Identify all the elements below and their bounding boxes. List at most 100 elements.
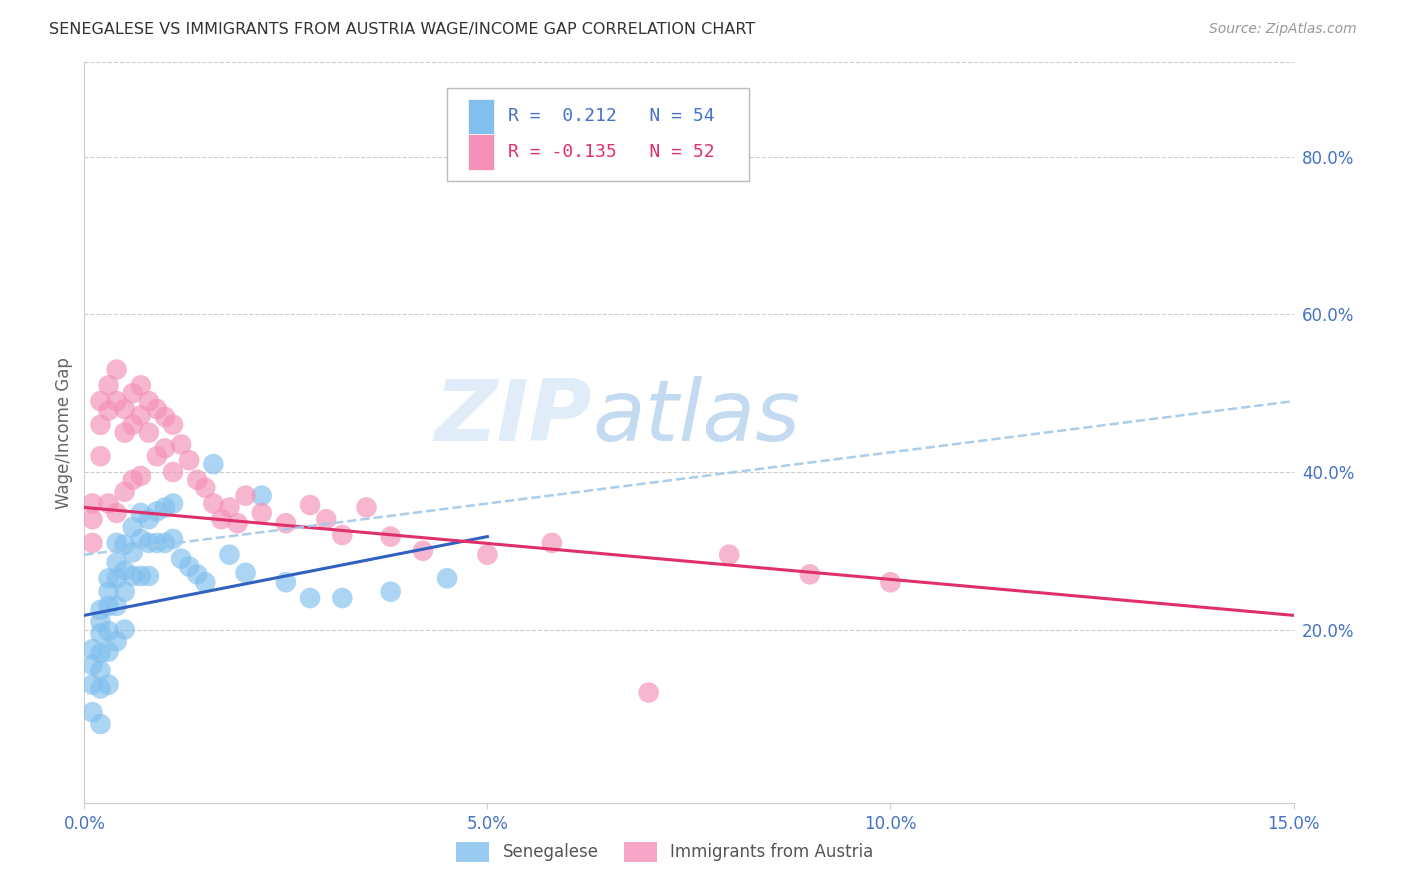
- Point: [114, 484, 136, 499]
- Point: [162, 532, 184, 546]
- Point: [356, 500, 378, 515]
- Point: [82, 642, 104, 657]
- Point: [105, 599, 128, 613]
- Point: [129, 378, 152, 392]
- Point: [114, 402, 136, 417]
- Point: [274, 516, 297, 531]
- Point: [97, 644, 120, 658]
- Point: [114, 425, 136, 440]
- Point: [250, 506, 273, 520]
- Point: [97, 599, 120, 613]
- Point: [477, 548, 499, 562]
- Point: [879, 575, 901, 590]
- Text: R =  0.212   N = 54: R = 0.212 N = 54: [508, 108, 714, 126]
- Point: [235, 566, 257, 580]
- Point: [129, 506, 152, 520]
- Point: [89, 646, 111, 660]
- Point: [179, 453, 201, 467]
- Point: [105, 556, 128, 570]
- Legend: Senegalese, Immigrants from Austria: Senegalese, Immigrants from Austria: [450, 835, 880, 869]
- Point: [121, 417, 143, 432]
- Point: [138, 512, 160, 526]
- Point: [138, 425, 160, 440]
- Point: [218, 500, 240, 515]
- Point: [138, 569, 160, 583]
- Point: [330, 591, 353, 605]
- Point: [250, 489, 273, 503]
- Point: [138, 536, 160, 550]
- Point: [146, 402, 169, 417]
- Point: [299, 498, 322, 512]
- Point: [129, 409, 152, 423]
- Point: [114, 537, 136, 551]
- Point: [162, 496, 184, 510]
- Text: R = -0.135   N = 52: R = -0.135 N = 52: [508, 143, 714, 161]
- Point: [89, 417, 111, 432]
- Point: [235, 489, 257, 503]
- Point: [299, 591, 322, 605]
- Text: SENEGALESE VS IMMIGRANTS FROM AUSTRIA WAGE/INCOME GAP CORRELATION CHART: SENEGALESE VS IMMIGRANTS FROM AUSTRIA WA…: [49, 22, 755, 37]
- Point: [114, 584, 136, 599]
- Point: [105, 362, 128, 376]
- Point: [186, 567, 208, 582]
- Point: [105, 536, 128, 550]
- Point: [209, 512, 232, 526]
- Point: [412, 543, 434, 558]
- Point: [89, 717, 111, 731]
- Point: [82, 512, 104, 526]
- Point: [226, 516, 249, 531]
- Point: [718, 548, 741, 562]
- Point: [114, 564, 136, 578]
- Text: Source: ZipAtlas.com: Source: ZipAtlas.com: [1209, 22, 1357, 37]
- Text: ZIP: ZIP: [434, 376, 592, 459]
- Point: [89, 615, 111, 629]
- Point: [153, 500, 176, 515]
- Point: [179, 559, 201, 574]
- Bar: [468, 99, 495, 135]
- Point: [97, 624, 120, 639]
- Point: [121, 520, 143, 534]
- Point: [97, 378, 120, 392]
- FancyBboxPatch shape: [447, 88, 749, 181]
- Point: [97, 584, 120, 599]
- Point: [89, 681, 111, 696]
- Point: [105, 394, 128, 409]
- Point: [436, 571, 458, 585]
- Point: [162, 465, 184, 479]
- Point: [637, 685, 659, 699]
- Point: [153, 536, 176, 550]
- Point: [97, 571, 120, 585]
- Point: [153, 442, 176, 456]
- Point: [202, 457, 225, 471]
- Point: [89, 664, 111, 678]
- Point: [186, 473, 208, 487]
- Point: [138, 394, 160, 409]
- Point: [129, 569, 152, 583]
- Point: [121, 545, 143, 559]
- Point: [162, 417, 184, 432]
- Point: [380, 530, 402, 544]
- Point: [82, 678, 104, 692]
- Point: [105, 634, 128, 648]
- Point: [114, 623, 136, 637]
- Point: [274, 575, 297, 590]
- Point: [97, 403, 120, 417]
- Point: [146, 536, 169, 550]
- Point: [218, 548, 240, 562]
- Point: [121, 473, 143, 487]
- Point: [170, 437, 193, 451]
- Point: [82, 536, 104, 550]
- Point: [380, 584, 402, 599]
- Point: [541, 536, 564, 550]
- Point: [89, 603, 111, 617]
- Point: [146, 504, 169, 518]
- Point: [121, 569, 143, 583]
- Text: atlas: atlas: [592, 376, 800, 459]
- Point: [82, 705, 104, 719]
- Point: [170, 551, 193, 566]
- Point: [82, 657, 104, 672]
- Point: [799, 567, 821, 582]
- Point: [97, 678, 120, 692]
- Point: [315, 512, 337, 526]
- Point: [146, 449, 169, 463]
